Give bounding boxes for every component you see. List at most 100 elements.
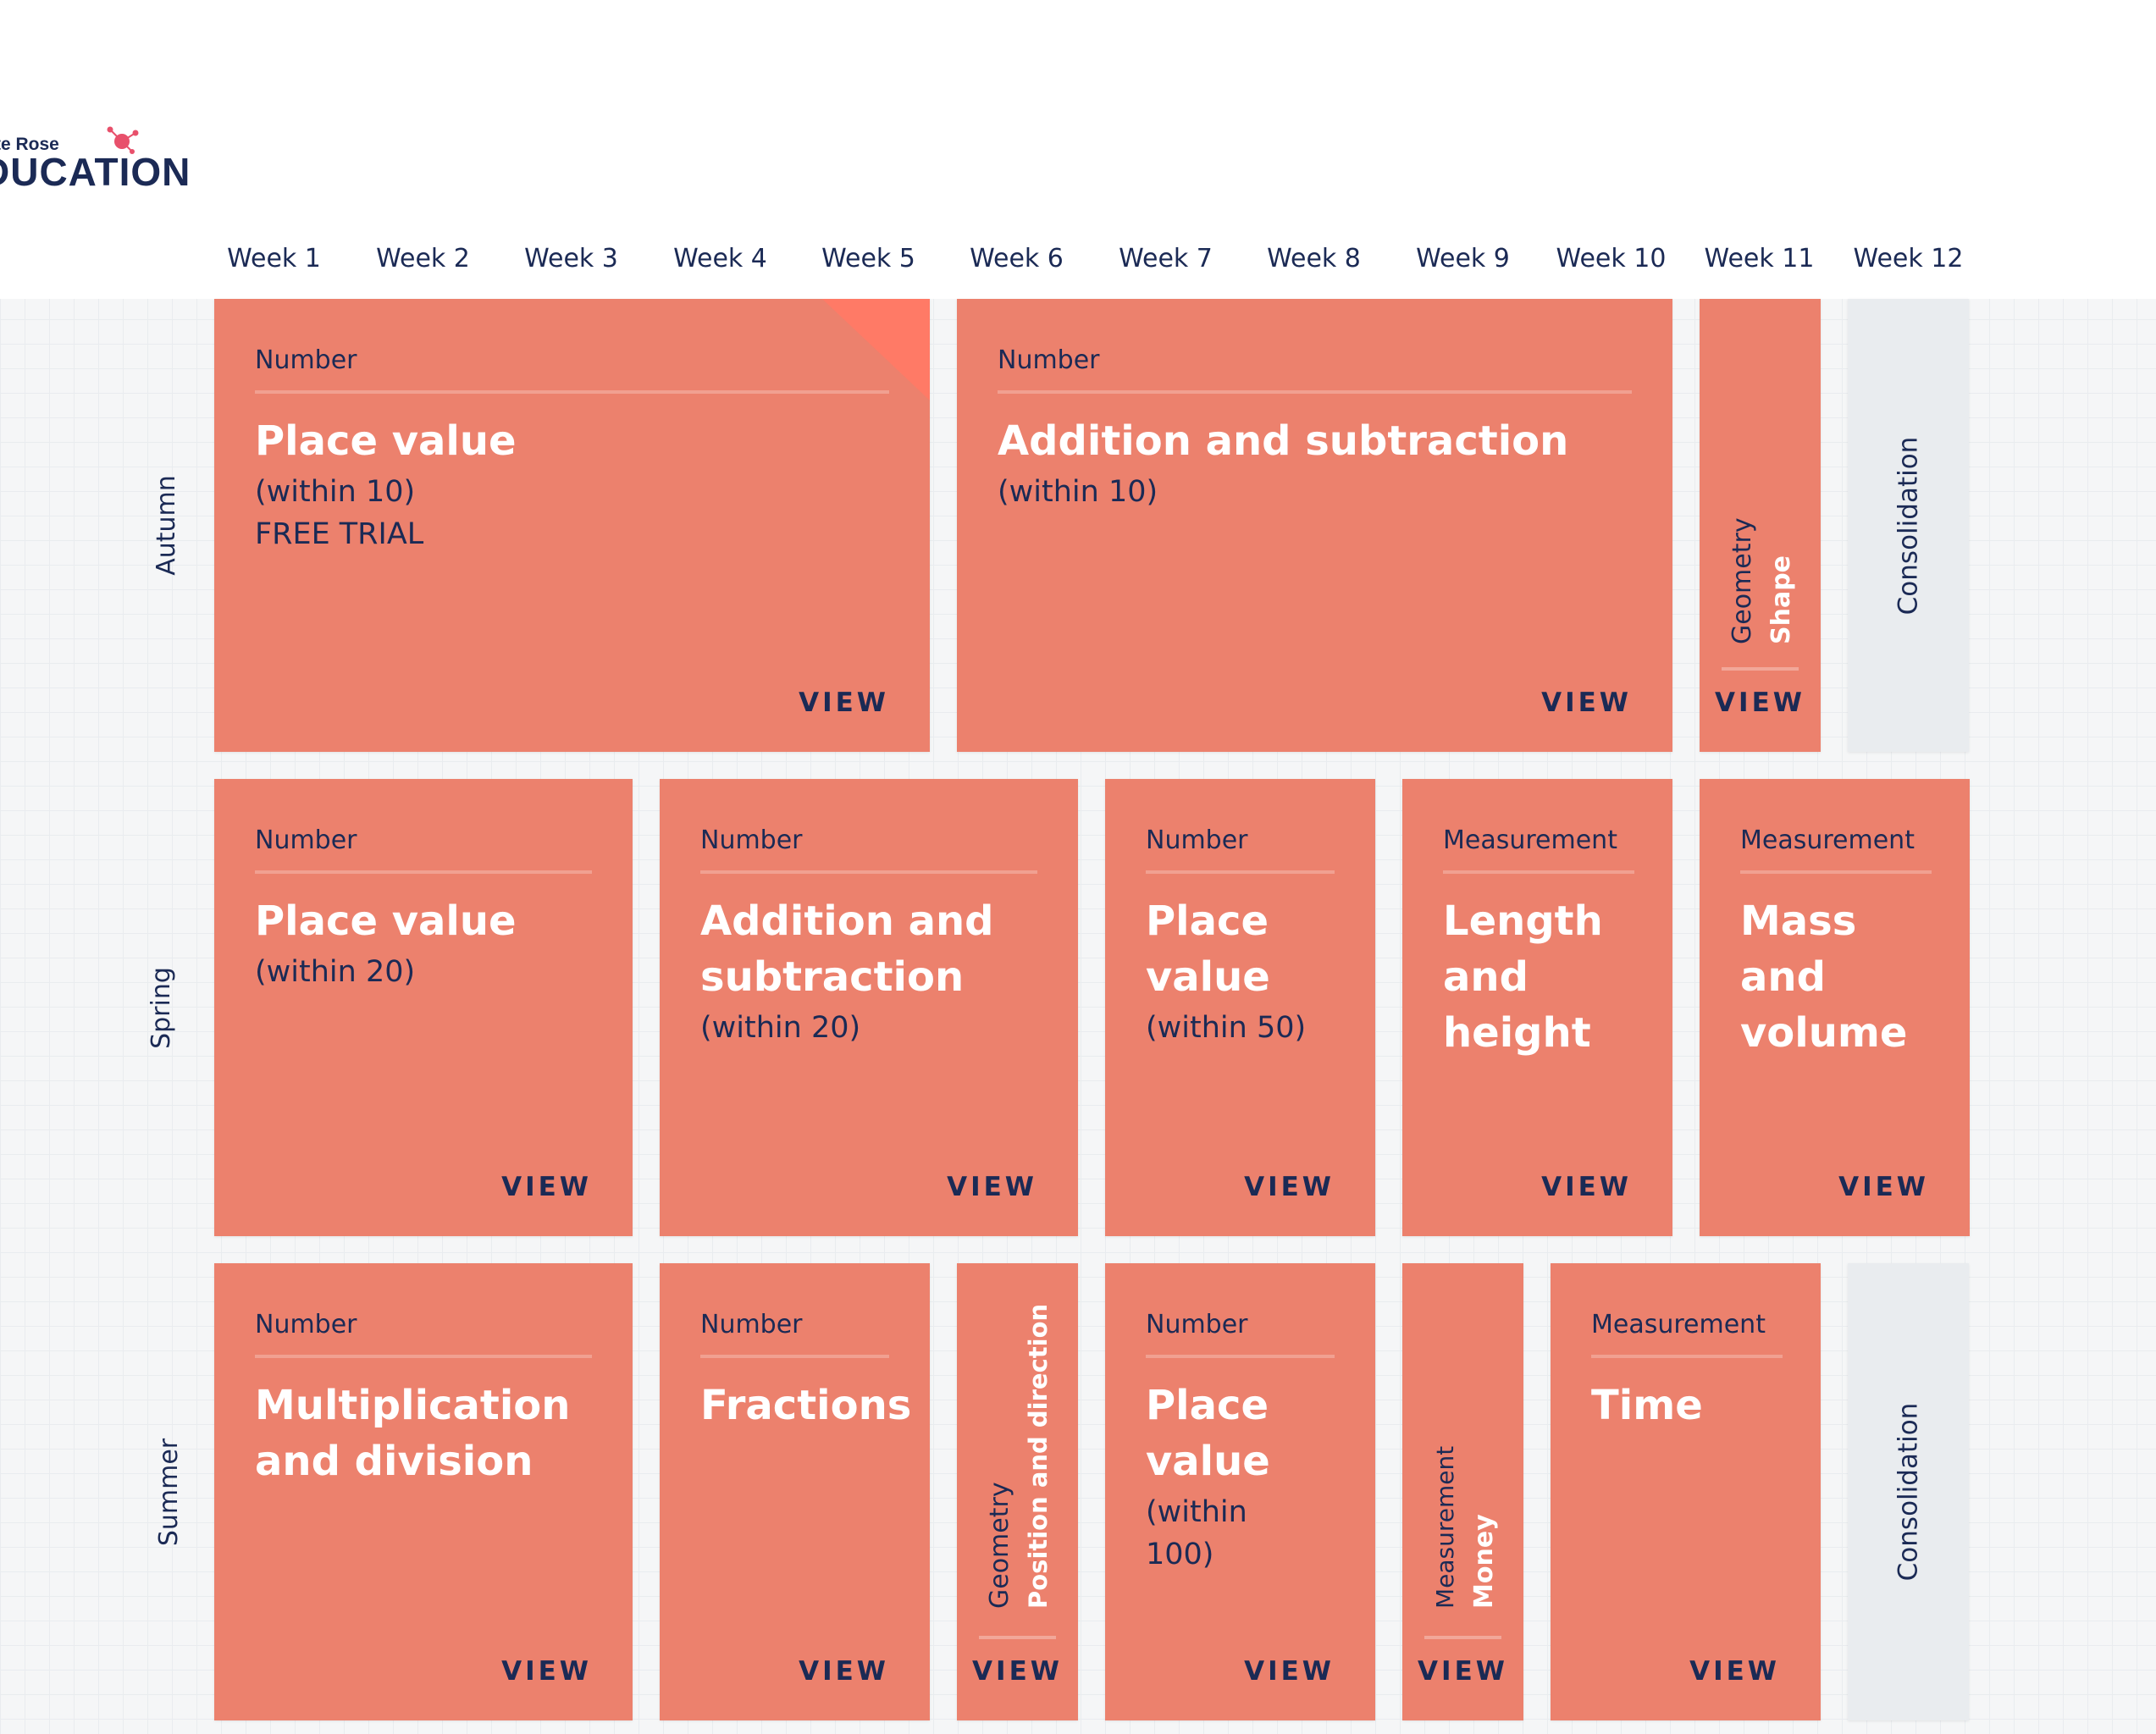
unit-title-text: Money (1469, 1514, 1499, 1609)
week-10-label: Week 10 (1556, 244, 1667, 273)
unit-title: Place value (within 50) (1146, 893, 1324, 1049)
week-7-label: Week 7 (1119, 244, 1213, 273)
unit-card-spring-mass-volume[interactable]: Measurement Mass and volume VIEW (1700, 779, 1970, 1236)
unit-category: Number (255, 1310, 592, 1358)
unit-category: Number (255, 345, 889, 394)
view-button[interactable]: VIEW (972, 1656, 1063, 1687)
term-spring-label: Spring (146, 966, 176, 1049)
unit-card-spring-place-value[interactable]: Number Place value (within 20) VIEW (214, 779, 633, 1236)
unit-title-text: Fractions (700, 1382, 912, 1429)
unit-title: Fractions (700, 1378, 911, 1433)
week-11-label: Week 11 (1704, 244, 1815, 273)
unit-title: Length and height (1443, 893, 1622, 1061)
unit-card-autumn-addition-subtraction[interactable]: Number Addition and subtraction (within … (957, 299, 1672, 752)
unit-category: Number (1146, 1310, 1335, 1358)
unit-subtitle: (within 50) (1146, 1011, 1307, 1045)
logo-bottom-text: DUCATION (0, 150, 191, 194)
unit-title: Mass and volume (1740, 893, 1944, 1061)
unit-subtitle: (within 100) (1146, 1495, 1247, 1571)
unit-category: Number (700, 826, 1037, 874)
week-3-label: Week 3 (524, 244, 618, 273)
unit-title-text: Place value (1146, 1382, 1270, 1485)
view-button[interactable]: VIEW (1418, 1656, 1508, 1687)
consolidation-block-summer[interactable]: Consolidation (1848, 1263, 1969, 1720)
unit-title-text: Mass and volume (1740, 897, 1908, 1057)
unit-subtitle: (within 20) (255, 955, 416, 989)
consolidation-block-autumn[interactable]: Consolidation (1848, 299, 1969, 752)
view-button[interactable]: VIEW (1244, 1656, 1335, 1687)
unit-vertical-labels: Measurement Money (1431, 1446, 1499, 1609)
unit-card-autumn-place-value[interactable]: Number Place value (within 10) FREE TRIA… (214, 299, 930, 752)
site-header: te Rose DUCATION (0, 0, 2156, 218)
week-4-label: Week 4 (673, 244, 767, 273)
unit-title-text: Shape (1766, 555, 1796, 644)
consolidation-label: Consolidation (1893, 436, 1924, 615)
unit-title-text: Position and direction (1024, 1304, 1053, 1609)
unit-vertical-labels: Geometry Position and direction (985, 1304, 1053, 1609)
unit-card-summer-position-direction[interactable]: Geometry Position and direction VIEW (957, 1263, 1078, 1720)
view-button[interactable]: VIEW (1838, 1172, 1929, 1202)
unit-title-text: Place value (255, 897, 517, 945)
unit-title: Place value (within 20) (255, 893, 607, 993)
consolidation-label: Consolidation (1893, 1402, 1924, 1582)
unit-vertical-labels: Geometry Shape (1728, 517, 1796, 644)
view-button[interactable]: VIEW (947, 1172, 1037, 1202)
term-summer-label: Summer (154, 1438, 185, 1546)
unit-card-summer-place-value-100[interactable]: Number Place value (within 100) VIEW (1105, 1263, 1375, 1720)
week-12-label: Week 12 (1853, 244, 1964, 273)
term-spring: Spring (135, 779, 186, 1236)
molecule-icon (107, 126, 139, 154)
unit-category: Measurement (1591, 1310, 1783, 1358)
unit-card-spring-length-height[interactable]: Measurement Length and height VIEW (1402, 779, 1672, 1236)
week-1-label: Week 1 (227, 244, 321, 273)
view-button[interactable]: VIEW (1541, 1172, 1632, 1202)
unit-title-text: Multiplication and division (255, 1382, 571, 1485)
unit-card-summer-fractions[interactable]: Number Fractions VIEW (660, 1263, 930, 1720)
unit-category: Number (1146, 826, 1335, 874)
unit-title-text: Time (1591, 1382, 1703, 1429)
unit-card-summer-multiplication-division[interactable]: Number Multiplication and division VIEW (214, 1263, 633, 1720)
unit-card-summer-time[interactable]: Measurement Time VIEW (1551, 1263, 1821, 1720)
view-button[interactable]: VIEW (501, 1172, 592, 1202)
unit-card-autumn-shape[interactable]: Geometry Shape VIEW (1700, 299, 1821, 752)
divider (979, 1636, 1056, 1639)
unit-card-summer-money[interactable]: Measurement Money VIEW (1402, 1263, 1523, 1720)
unit-category: Measurement (1443, 826, 1634, 874)
divider (1722, 667, 1799, 671)
week-header: Week 1 Week 2 Week 3 Week 4 Week 5 Week … (0, 218, 2156, 299)
unit-category: Measurement (1740, 826, 1932, 874)
unit-category: Number (700, 1310, 889, 1358)
free-trial-label: FREE TRIAL (255, 517, 424, 551)
view-button[interactable]: VIEW (799, 1656, 889, 1687)
unit-card-spring-addition-subtraction[interactable]: Number Addition and subtraction (within … (660, 779, 1078, 1236)
term-autumn-label: Autumn (151, 475, 181, 576)
unit-title: Addition and subtraction (within 10) (998, 413, 1647, 513)
unit-title-text: Place value (1146, 897, 1270, 1001)
unit-card-spring-place-value-50[interactable]: Number Place value (within 50) VIEW (1105, 779, 1375, 1236)
unit-category: Geometry (985, 1482, 1014, 1609)
unit-title-text: Place value (255, 417, 517, 465)
view-button[interactable]: VIEW (501, 1656, 592, 1687)
view-button[interactable]: VIEW (1541, 688, 1632, 718)
logo-top-text: te Rose (0, 135, 59, 154)
unit-subtitle: (within 10) (255, 475, 416, 509)
page-fold-decoration (822, 299, 930, 400)
week-2-label: Week 2 (376, 244, 470, 273)
unit-category: Number (255, 826, 592, 874)
view-button[interactable]: VIEW (799, 688, 889, 718)
view-button[interactable]: VIEW (1244, 1172, 1335, 1202)
unit-title-text: Addition and subtraction (700, 897, 994, 1001)
divider (1424, 1636, 1501, 1639)
unit-category: Measurement (1431, 1446, 1459, 1609)
view-button[interactable]: VIEW (1689, 1656, 1780, 1687)
brand-logo[interactable]: te Rose DUCATION (0, 123, 220, 199)
view-button[interactable]: VIEW (1715, 688, 1805, 718)
unit-title: Time (1591, 1378, 1795, 1433)
unit-subtitle: (within 10) (998, 475, 1158, 509)
week-9-label: Week 9 (1416, 244, 1510, 273)
week-5-label: Week 5 (821, 244, 915, 273)
week-6-label: Week 6 (970, 244, 1064, 273)
term-autumn: Autumn (141, 299, 191, 752)
unit-title: Place value (within 10) FREE TRIAL (255, 413, 904, 555)
unit-title-text: Length and height (1443, 897, 1603, 1057)
